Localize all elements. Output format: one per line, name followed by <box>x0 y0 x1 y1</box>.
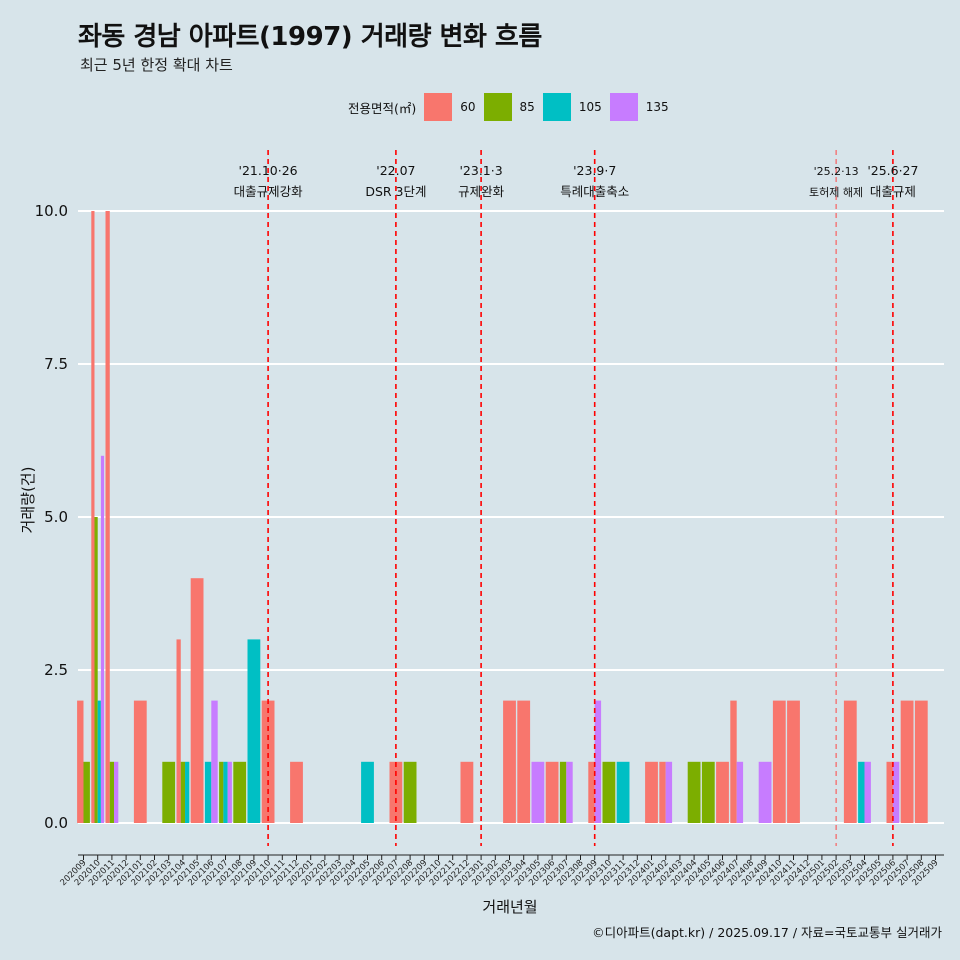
bar-202309-135 <box>594 700 602 823</box>
bar-202410-60 <box>772 700 786 823</box>
event-date-202110: '21.10·26 <box>239 163 298 178</box>
legend-item-105: 105 <box>542 93 602 121</box>
event-label-202506: 대출규제 <box>870 184 916 199</box>
bar-202104-105 <box>185 761 190 823</box>
bar-202305-135 <box>531 761 545 823</box>
bar-202506-135 <box>892 761 900 823</box>
bar-202406-60 <box>716 761 729 823</box>
bar-202104-85 <box>180 761 186 823</box>
bar-202404-85 <box>687 761 701 823</box>
event-date-202301: '23.1·3 <box>459 163 502 178</box>
bar-202409-135 <box>758 761 772 823</box>
bar-202503-60 <box>843 700 857 823</box>
bar-202009-60 <box>77 700 84 823</box>
bar-202011-85 <box>109 761 115 823</box>
bar-202212-60 <box>460 761 474 823</box>
legend-label-60: 60 <box>460 100 476 114</box>
bar-202107-85 <box>219 761 224 823</box>
legend-item-135: 135 <box>609 93 669 121</box>
bar-202504-135 <box>864 761 871 823</box>
y-tick-label: 7.5 <box>44 355 68 373</box>
bar-202311-105 <box>616 761 630 823</box>
legend: 전용면적(㎡) 60 85 105 135 <box>348 92 677 122</box>
legend-item-60: 60 <box>424 93 476 121</box>
bar-202009-85 <box>83 761 90 823</box>
chart-title: 좌동 경남 아파트(1997) 거래량 변화 흐름 <box>78 22 542 52</box>
bar-202402-60 <box>659 761 666 823</box>
bar-202101-60 <box>133 700 147 823</box>
bar-202105-60 <box>190 578 204 823</box>
source-caption: ©디아파트(dapt.kr) / 2025.09.17 / 자료=국토교통부 실… <box>592 925 942 940</box>
event-label-202110: 대출규제강화 <box>234 184 304 199</box>
bar-202107-135 <box>227 761 232 823</box>
legend-swatch-135 <box>609 93 638 121</box>
event-label-202502: 토허제 해제 <box>809 185 863 199</box>
legend-swatch-105 <box>542 93 571 121</box>
bar-202407-135 <box>736 761 744 823</box>
bar-202103-85 <box>162 761 176 823</box>
bar-202107-105 <box>223 761 228 823</box>
bar-202306-60 <box>545 761 559 823</box>
bar-202411-60 <box>787 700 800 823</box>
bar-202010-135 <box>100 455 105 823</box>
event-date-202207: '22.07 <box>376 163 415 178</box>
bar-202205-105 <box>361 761 374 823</box>
y-tick-label: 0.0 <box>44 814 68 832</box>
bar-202407-60 <box>730 700 737 823</box>
legend-swatch-60 <box>424 93 453 121</box>
chart-subtitle: 최근 5년 한정 확대 차트 <box>80 56 233 74</box>
bar-202010-60 <box>91 211 95 823</box>
legend-label-135: 135 <box>645 100 669 114</box>
y-axis-title: 거래량(건) <box>19 467 37 534</box>
legend-title: 전용면적(㎡) <box>348 100 417 116</box>
bar-202401-60 <box>645 761 658 823</box>
bar-202504-105 <box>858 761 865 823</box>
y-tick-label: 2.5 <box>44 661 68 679</box>
bar-202307-85 <box>559 761 567 823</box>
legend-label-85: 85 <box>519 100 535 114</box>
bar-202405-85 <box>701 761 715 823</box>
bar-202506-60 <box>886 761 893 823</box>
legend-swatch-85 <box>483 93 512 121</box>
bar-202109-105 <box>247 639 261 823</box>
event-label-202309: 특례대출축소 <box>560 184 629 199</box>
bar-202309-60 <box>588 761 595 823</box>
y-tick-label: 10.0 <box>35 202 68 220</box>
bar-202106-105 <box>204 761 212 823</box>
bar-202104-60 <box>176 639 181 823</box>
bar-202307-135 <box>566 761 573 823</box>
bar-202303-60 <box>503 700 516 823</box>
event-label-202301: 규제완화 <box>458 184 505 199</box>
bar-202402-135 <box>665 761 673 823</box>
bar-202108-85 <box>233 761 247 823</box>
legend-item-85: 85 <box>483 93 535 121</box>
bar-202507-60 <box>900 700 914 823</box>
event-date-202506: '25.6·27 <box>867 163 918 178</box>
y-tick-label: 5.0 <box>44 508 68 526</box>
bar-202010-105 <box>97 700 101 823</box>
bar-202011-135 <box>114 761 119 823</box>
event-date-202502: '25.2·13 <box>814 165 859 178</box>
bar-202208-85 <box>403 761 417 823</box>
bar-202310-85 <box>602 761 616 823</box>
bar-202106-135 <box>211 700 218 823</box>
bar-202304-60 <box>517 700 531 823</box>
bar-202112-60 <box>290 761 303 823</box>
bar-202011-60 <box>105 211 110 823</box>
x-axis-title: 거래년월 <box>482 898 537 916</box>
bar-202010-85 <box>94 517 98 823</box>
legend-label-105: 105 <box>578 100 602 114</box>
bar-202110-60 <box>261 700 275 823</box>
event-label-202207: DSR 3단계 <box>365 184 426 199</box>
bar-202508-60 <box>914 700 928 823</box>
event-date-202309: '23.9·7 <box>573 163 616 178</box>
